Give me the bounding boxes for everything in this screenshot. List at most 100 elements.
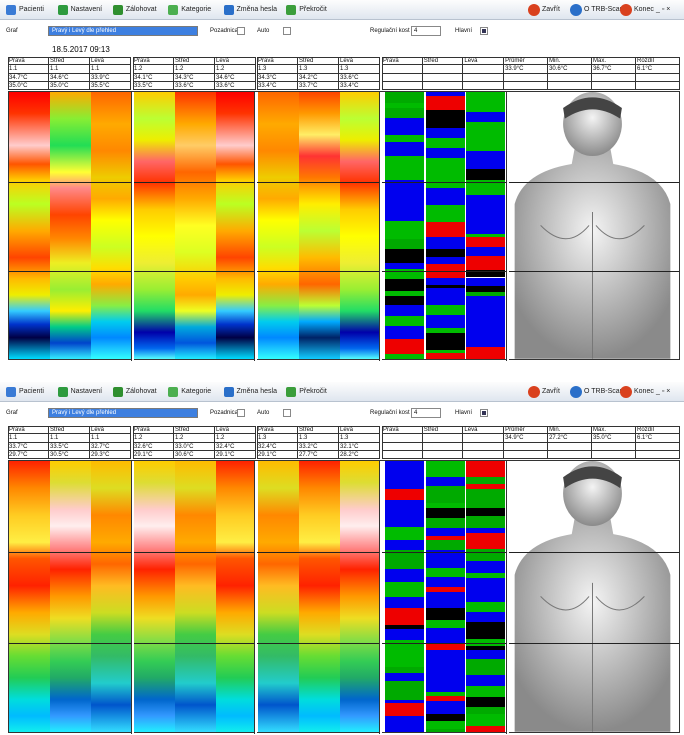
zone-stripe <box>385 608 424 625</box>
table-cell: 35.5°C <box>90 82 131 90</box>
table-cell: 1.3 <box>298 65 339 73</box>
table-cell <box>504 443 548 451</box>
table-cell <box>548 451 592 459</box>
checkbox[interactable] <box>480 27 488 35</box>
table-cell <box>382 82 423 90</box>
heat-column <box>91 92 132 359</box>
zone-stripe <box>426 166 465 181</box>
heat-column <box>9 92 50 359</box>
table-cell: 33.4°C <box>257 82 298 90</box>
zone-stripe <box>385 296 424 305</box>
zone-stripe <box>385 279 424 291</box>
zone-stripe <box>466 612 505 622</box>
zone-stripe <box>426 628 465 643</box>
table-cell: 33.5°C <box>133 82 174 90</box>
zone-stripe <box>385 135 424 143</box>
table-cell: 29.1°C <box>257 451 298 459</box>
zone-stripe <box>426 128 465 138</box>
threshold-input[interactable]: 4 <box>411 26 441 36</box>
zone-stripe <box>426 721 465 729</box>
table-cell: Střed <box>174 57 215 65</box>
zone-stripe <box>466 201 505 214</box>
table-cell <box>423 65 464 73</box>
zone-stripe <box>466 122 505 134</box>
table-cell: Levá <box>339 57 380 65</box>
graph-select[interactable]: Pravý i Levý dle přehled <box>48 26 198 36</box>
table-cell: 1.3 <box>298 434 339 442</box>
zone-stripe <box>385 472 424 489</box>
graph-value: Pravý i Levý dle přehled <box>52 409 116 417</box>
table-cell: Max. <box>592 57 636 65</box>
zone-stripe <box>426 477 465 486</box>
icon <box>58 387 68 397</box>
mode-label: Hlavní <box>455 27 472 35</box>
zone-stripe <box>466 587 505 602</box>
zone-stripe <box>385 239 424 249</box>
graph-select[interactable]: Pravý i Levý dle přehled <box>48 408 198 418</box>
zone-stripe <box>466 707 505 714</box>
heat-column <box>175 461 216 732</box>
zone-stripe <box>385 339 424 354</box>
table-cell: 34.7°C <box>8 74 49 82</box>
table-cell: 1.2 <box>215 434 256 442</box>
zone-stripe <box>426 620 465 629</box>
checkbox[interactable] <box>237 27 245 35</box>
heat-column <box>216 461 257 732</box>
button-label: Konec <box>634 4 654 16</box>
button-label: Nastavení <box>71 4 103 16</box>
zone-stripe <box>426 288 465 300</box>
zone-stripe <box>426 486 465 503</box>
table-cell <box>504 82 548 90</box>
table-cell: 33.4°C <box>339 82 380 90</box>
checkbox[interactable] <box>480 409 488 417</box>
icon <box>224 387 234 397</box>
zone-stripe <box>385 540 424 550</box>
icon <box>224 5 234 15</box>
zone-stripe <box>426 592 465 609</box>
zone-stripe <box>426 540 465 550</box>
threshold-input[interactable]: 4 <box>411 408 441 418</box>
table-cell: Průměr <box>504 57 548 65</box>
zone-stripe <box>426 508 465 519</box>
zone-stripe <box>466 247 505 255</box>
zone-stripe <box>426 714 465 721</box>
table-cell: Průměr <box>504 426 548 434</box>
table-cell: Střed <box>298 57 339 65</box>
threshold-value: 4 <box>414 27 417 35</box>
icon <box>570 386 582 398</box>
heat-column <box>134 461 175 732</box>
heat-column <box>216 92 257 359</box>
table-cell <box>423 82 464 90</box>
checkbox[interactable] <box>283 409 291 417</box>
table-cell: Min. <box>548 57 592 65</box>
zone-stripe <box>385 108 424 118</box>
checkbox[interactable] <box>283 27 291 35</box>
window-controls[interactable]: _ ▫ × <box>656 386 670 398</box>
zone-stripe <box>426 222 465 237</box>
zone-stripe <box>466 223 505 234</box>
zone-stripe <box>385 640 424 654</box>
table-cell: 34.3°C <box>174 74 215 82</box>
table-cell <box>592 74 636 82</box>
table-cell: 32.4°C <box>215 443 256 451</box>
checkbox[interactable] <box>237 409 245 417</box>
divider <box>131 92 134 361</box>
zone-stripe <box>466 256 505 270</box>
table-cell: Levá <box>215 426 256 434</box>
zone-stripe <box>385 489 424 500</box>
button-label: Změna hesla <box>237 386 277 398</box>
zone-stripe <box>385 500 424 516</box>
table-cell <box>636 451 680 459</box>
window-controls[interactable]: _ ▫ × <box>656 4 670 16</box>
zone-stripe <box>426 205 465 223</box>
table-cell: Pravá <box>133 57 174 65</box>
button-label: Změna hesla <box>237 4 277 16</box>
heat-column <box>299 461 340 732</box>
background-label: Pozadnica <box>210 27 238 35</box>
button-label: Konec <box>634 386 654 398</box>
button-label: Zavřít <box>542 4 560 16</box>
zone-stripe <box>466 714 505 726</box>
zone-stripe <box>385 716 424 724</box>
screens: PacientiNastaveníZálohovatKategorieZměna… <box>0 0 684 735</box>
